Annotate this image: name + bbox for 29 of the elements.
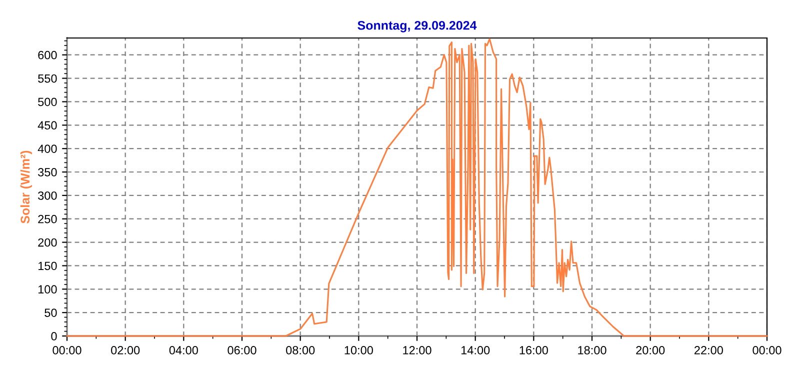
x-tick-label: 12:00 bbox=[403, 346, 432, 354]
x-tick-label: 00:00 bbox=[52, 346, 82, 354]
x-tick-label: 14:00 bbox=[461, 346, 490, 354]
x-tick-label: 18:00 bbox=[578, 346, 606, 354]
y-tick-label: 550 bbox=[38, 74, 57, 83]
y-tick-label: 0 bbox=[51, 332, 57, 340]
x-tick-label: 02:00 bbox=[111, 346, 140, 354]
y-tick-label: 100 bbox=[38, 285, 57, 294]
y-tick-label: 600 bbox=[38, 50, 57, 60]
y-tick-label: 250 bbox=[38, 214, 57, 224]
y-tick-label: 350 bbox=[38, 168, 57, 176]
y-tick-label: 150 bbox=[38, 262, 57, 270]
line-series bbox=[66, 38, 768, 337]
y-tick-label: 400 bbox=[38, 144, 57, 153]
x-tick-label: 10:00 bbox=[344, 346, 373, 354]
y-tick-label: 50 bbox=[44, 308, 57, 317]
x-tick-label: 22:00 bbox=[694, 346, 723, 354]
y-axis-title: Solar (W/m²) bbox=[20, 150, 32, 224]
y-tick-label: 300 bbox=[38, 191, 57, 200]
x-tick-label: 06:00 bbox=[228, 346, 256, 354]
y-tick-label: 200 bbox=[38, 238, 57, 247]
x-tick-label: 00:00 bbox=[752, 346, 782, 354]
chart-title: Sonntag, 29.09.2024 bbox=[358, 20, 477, 32]
x-tick-label: 16:00 bbox=[520, 346, 548, 354]
y-tick-label: 450 bbox=[38, 121, 57, 130]
x-tick-label: 08:00 bbox=[286, 346, 315, 354]
x-tick-label: 04:00 bbox=[169, 346, 198, 354]
y-tick-label: 500 bbox=[38, 98, 57, 106]
x-tick-label: 20:00 bbox=[636, 346, 665, 354]
